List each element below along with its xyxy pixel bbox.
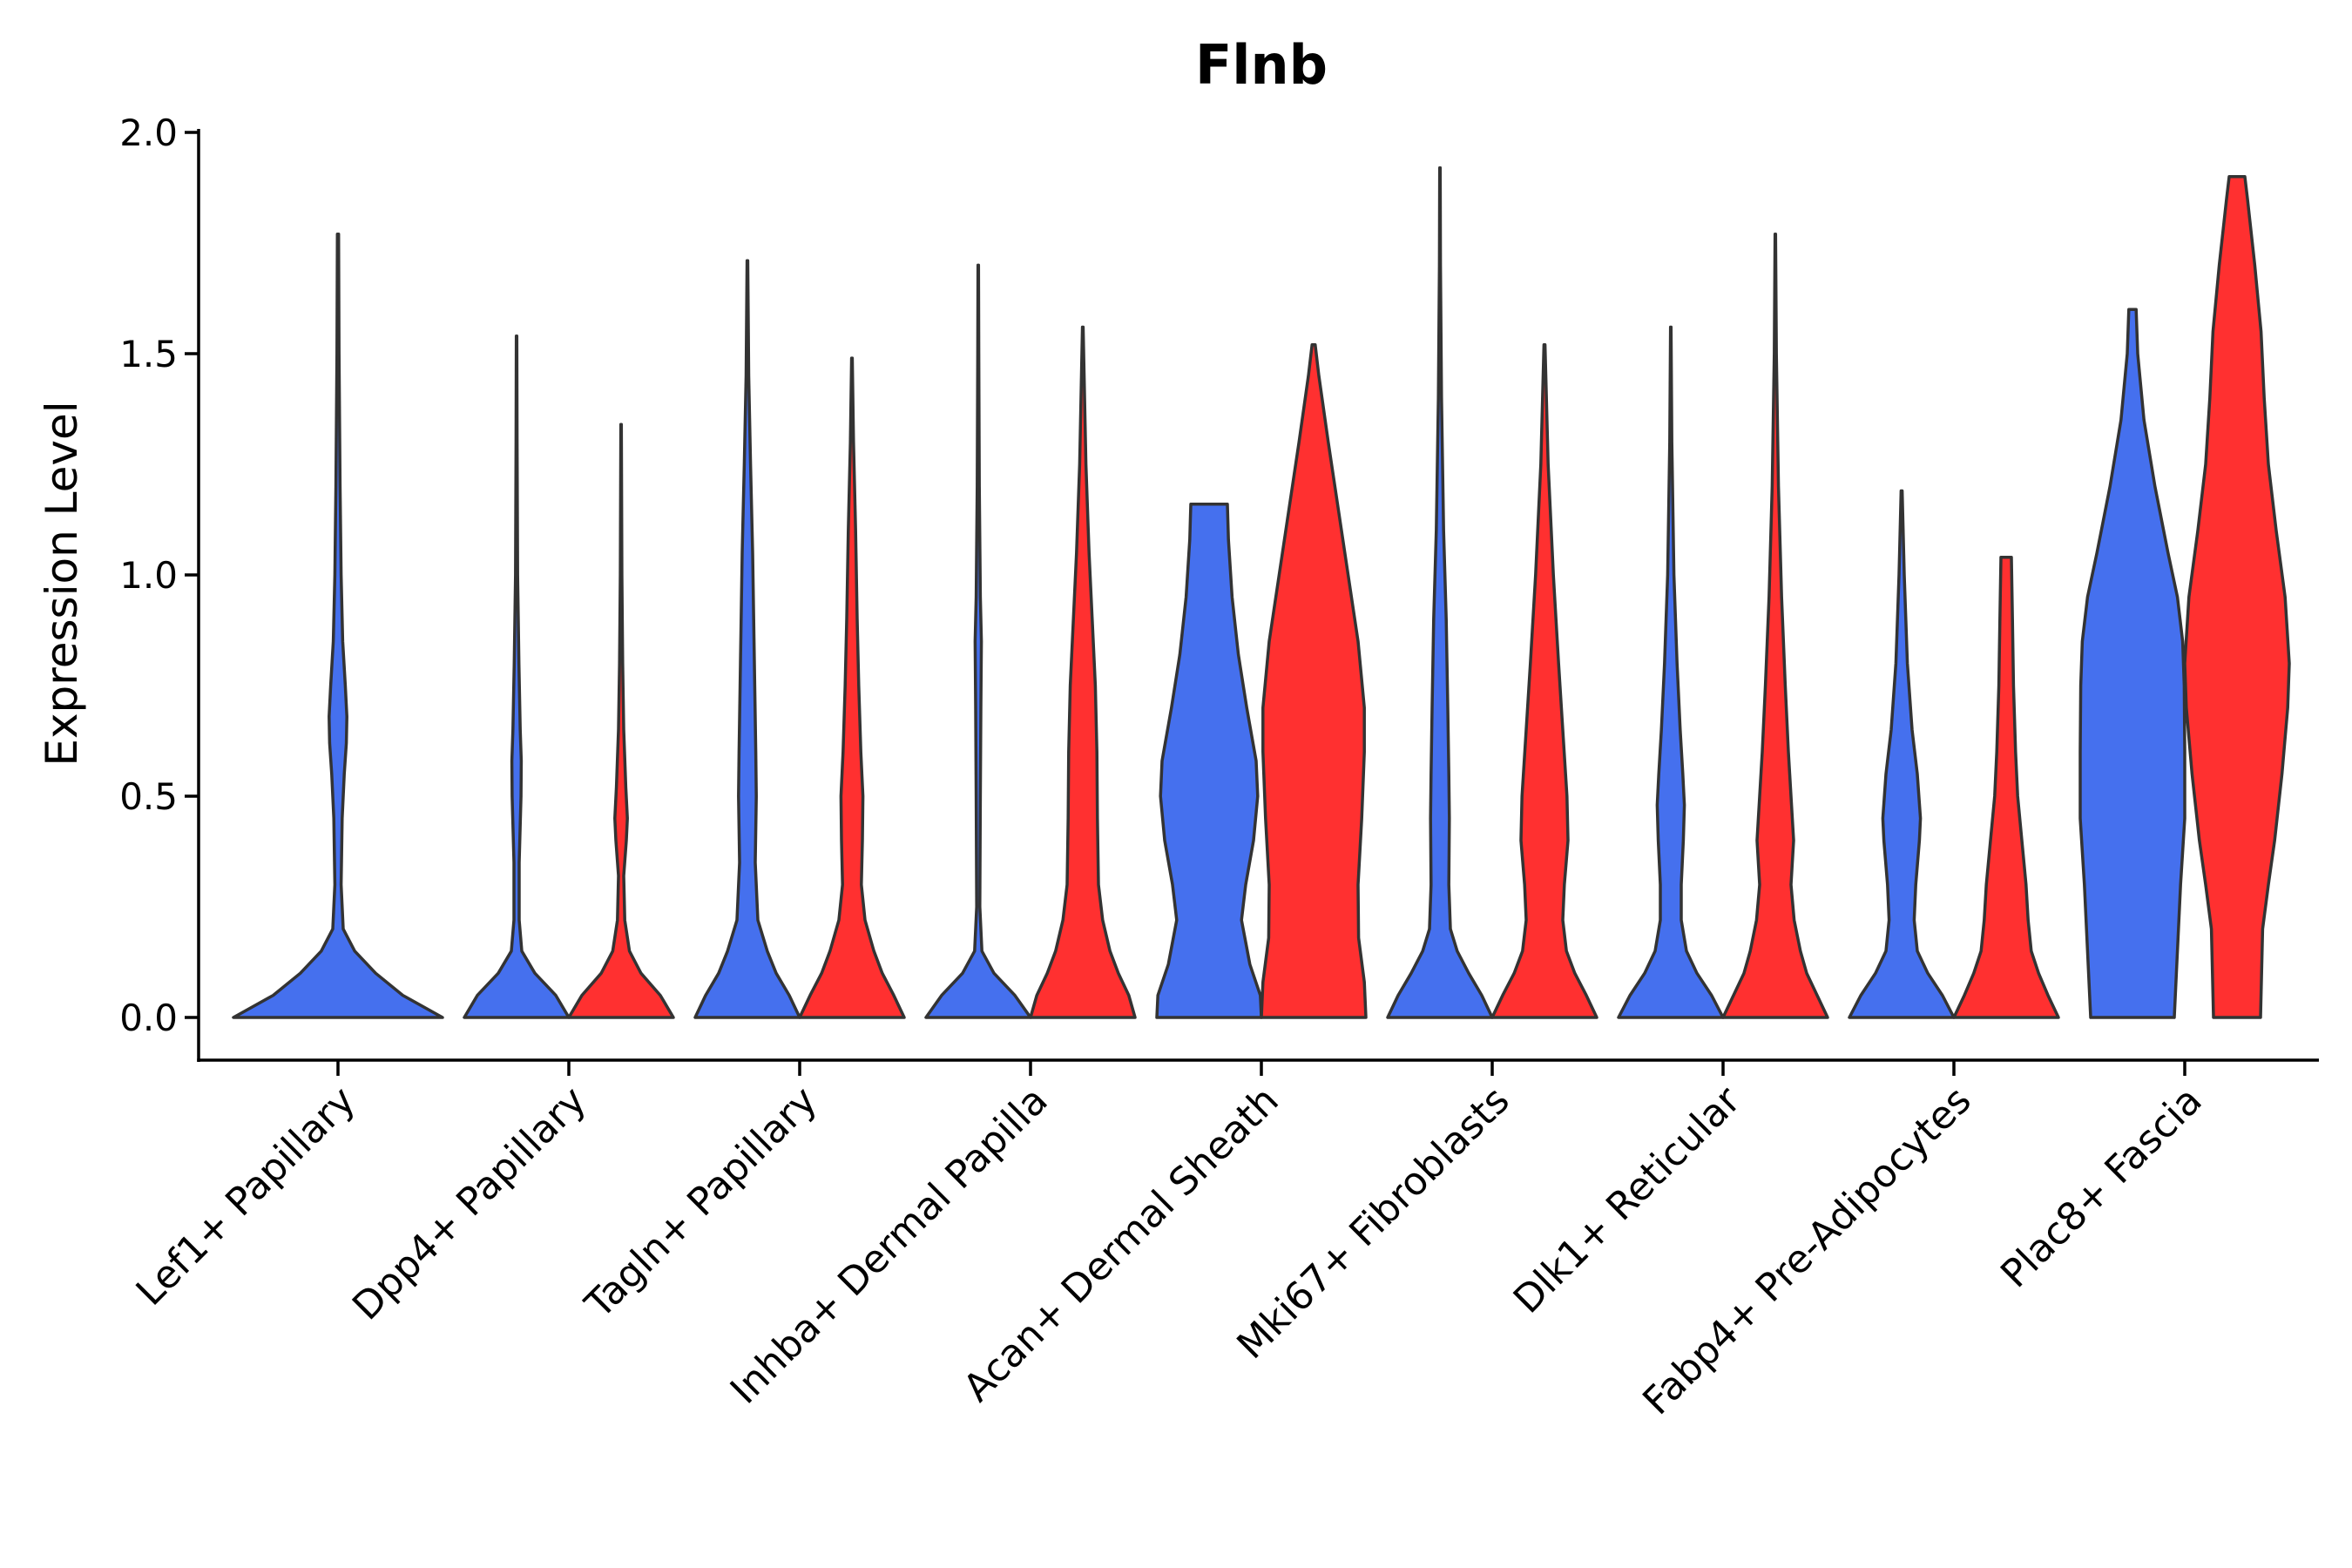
violin-12 [1617,325,1725,1019]
x-tick-label: Dpp4+ Papillary [344,1078,595,1329]
y-axis-label: Expression Level [37,401,87,766]
violin-4 [693,259,801,1019]
y-tick-label: 1.5 [119,333,178,375]
y-tick-label: 0.5 [119,775,178,818]
violin-layer [232,166,2291,1019]
violin-5 [798,356,906,1019]
x-tick-label: Tagln+ Papillary [577,1078,826,1328]
x-tick-label: Dlk1+ Reticular [1505,1078,1750,1322]
y-tick-label: 1.0 [119,554,178,597]
violin-8 [1155,502,1263,1019]
x-tick-label: Lef1+ Papillary [128,1078,364,1315]
y-tick-label: 2.0 [119,112,178,154]
chart-title: Flnb [1195,33,1328,97]
violin-1 [232,233,444,1019]
violin-10 [1386,166,1494,1019]
y-tick-label: 0.0 [119,997,178,1039]
violin-11 [1490,343,1598,1019]
violin-9 [1260,343,1368,1019]
violin-3 [567,422,675,1019]
y-ticks: 0.0 0.5 1.0 1.5 2.0 [119,112,199,1039]
violin-15 [1952,555,2060,1019]
violin-13 [1721,233,1829,1019]
violin-14 [1848,489,1956,1019]
axis-layer [197,129,2319,1062]
x-tick-label: Plac8+ Fascia [1992,1078,2211,1297]
violin-17 [2183,175,2291,1019]
violin-7 [1029,325,1137,1019]
violin-2 [463,334,571,1019]
violin-6 [924,263,1032,1019]
violin-16 [2078,308,2186,1019]
